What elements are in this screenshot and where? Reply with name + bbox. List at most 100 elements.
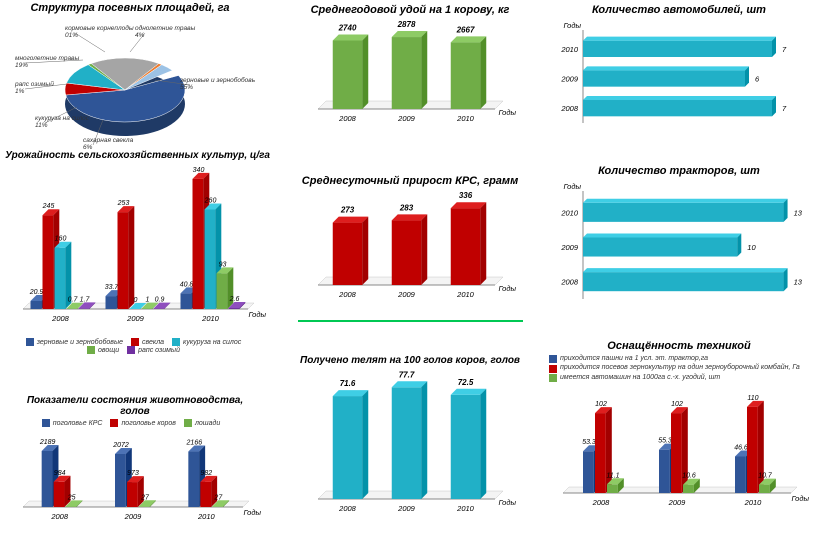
svg-text:Годы: Годы (564, 21, 582, 30)
svg-text:2010: 2010 (560, 208, 579, 217)
svg-text:25: 25 (67, 494, 76, 501)
svg-text:13: 13 (794, 208, 803, 217)
svg-text:7: 7 (782, 104, 787, 113)
svg-text:10: 10 (747, 243, 756, 252)
yield-chart: Урожайность сельскохозяйственных культур… (5, 150, 270, 390)
svg-text:2010: 2010 (456, 504, 475, 513)
svg-text:336: 336 (459, 191, 473, 200)
svg-text:2009: 2009 (560, 75, 579, 84)
svg-text:2008: 2008 (338, 290, 357, 299)
svg-text:27: 27 (140, 494, 150, 501)
svg-text:46.6: 46.6 (734, 445, 748, 452)
svg-text:160: 160 (55, 236, 67, 243)
svg-text:6: 6 (755, 75, 760, 84)
svg-text:11.1: 11.1 (606, 472, 619, 479)
svg-text:2667: 2667 (456, 25, 475, 34)
svg-text:2009: 2009 (397, 504, 416, 513)
svg-text:Годы: Годы (249, 310, 267, 319)
svg-text:1: 1 (146, 297, 150, 304)
livestock-legend: поголовье КРСпоголовье коровлошади (5, 417, 265, 429)
svg-text:2189: 2189 (39, 439, 56, 446)
svg-text:53.3: 53.3 (582, 439, 596, 446)
svg-text:Годы: Годы (499, 284, 517, 293)
svg-text:Годы: Годы (244, 508, 262, 517)
svg-text:245: 245 (42, 203, 55, 210)
svg-text:2008: 2008 (50, 512, 69, 521)
autos-title: Количество автомобилей, шт (545, 4, 813, 16)
svg-text:2010: 2010 (456, 290, 475, 299)
svg-text:260: 260 (204, 197, 217, 204)
svg-text:2.6: 2.6 (229, 296, 240, 303)
milk-svg: 2740 2008 2878 2009 2667 2010 Годы (300, 16, 520, 131)
calves-title: Получено телят на 100 голов коров, голов (300, 355, 520, 366)
svg-text:2010: 2010 (560, 45, 579, 54)
svg-text:рапс озимый1%: рапс озимый1% (14, 80, 54, 95)
milk-title: Среднегодовой удой на 1 корову, кг (300, 4, 520, 16)
svg-text:2009: 2009 (560, 243, 579, 252)
green-separator (298, 320, 523, 322)
livestock-title: Показатели состояния животноводства, гол… (5, 395, 265, 417)
svg-text:2008: 2008 (338, 114, 357, 123)
svg-text:33.7: 33.7 (105, 284, 120, 291)
svg-text:сахарная свекла6%: сахарная свекла6% (83, 137, 134, 151)
svg-text:2010: 2010 (197, 512, 216, 521)
svg-text:273: 273 (340, 206, 355, 215)
svg-text:55.3: 55.3 (658, 438, 672, 445)
equip-title: Оснащённость техникой (545, 340, 813, 352)
svg-text:2166: 2166 (186, 440, 203, 447)
svg-text:13: 13 (794, 278, 803, 287)
svg-text:10.7: 10.7 (758, 473, 773, 480)
krs-title: Среднесуточный прирост КРС, грамм (300, 175, 520, 187)
milk-chart: Среднегодовой удой на 1 корову, кг 27402… (300, 4, 520, 134)
svg-text:Годы: Годы (499, 498, 517, 507)
svg-text:1.7: 1.7 (80, 296, 91, 303)
yield-title: Урожайность сельскохозяйственных культур… (5, 150, 270, 161)
autos-chart: Количество автомобилей, шт Годы 7 2010 6 200… (545, 4, 813, 134)
svg-text:102: 102 (595, 401, 607, 408)
calves-svg: 71.6 2008 77.7 2009 72.5 2010 Годы (300, 366, 520, 521)
svg-text:однолетние травы4%: однолетние травы4% (135, 24, 195, 39)
svg-text:Годы: Годы (564, 182, 582, 191)
svg-text:2009: 2009 (397, 114, 416, 123)
svg-text:0.9: 0.9 (155, 297, 165, 304)
svg-text:110: 110 (747, 395, 758, 402)
svg-text:2010: 2010 (201, 314, 220, 323)
svg-text:7: 7 (782, 45, 787, 54)
svg-text:2008: 2008 (338, 504, 357, 513)
livestock-svg: 218998425200820729732720092166982272010Г… (5, 429, 265, 529)
pie-svg: зерновые и зернобобовые55% сахарная свекл… (5, 12, 255, 152)
yield-legend: зерновые и зернобобовыесвеклакукуруза на… (5, 336, 270, 356)
svg-text:Годы: Годы (499, 108, 517, 117)
svg-text:2010: 2010 (456, 114, 475, 123)
svg-text:40.8: 40.8 (180, 281, 194, 288)
svg-text:2008: 2008 (51, 314, 70, 323)
svg-text:72.5: 72.5 (458, 378, 474, 387)
autos-svg: Годы720106200972008 (545, 16, 813, 131)
livestock-chart: Показатели состояния животноводства, гол… (5, 395, 265, 540)
calves-chart: Получено телят на 100 голов коров, голов… (300, 355, 520, 530)
tractors-svg: Годы 13 2010 10 2009 13 2008 (545, 177, 813, 307)
svg-text:93: 93 (219, 261, 227, 268)
svg-text:2878: 2878 (397, 20, 416, 29)
svg-text:зерновые и зернобобовые55%: зерновые и зернобобовые55% (179, 76, 255, 91)
svg-text:77.7: 77.7 (399, 370, 415, 379)
svg-text:кормовые корнеплоды01%: кормовые корнеплоды01% (65, 24, 134, 39)
krs-svg: 273200828320093362010Годы (300, 187, 520, 307)
pie-chart: Структура посевных площадей, га зерновые… (5, 2, 255, 152)
svg-text:20.9: 20.9 (29, 289, 44, 296)
svg-text:71.6: 71.6 (340, 379, 356, 388)
svg-text:2009: 2009 (126, 314, 145, 323)
svg-text:984: 984 (54, 470, 66, 477)
svg-text:10.6: 10.6 (682, 473, 696, 480)
svg-text:2008: 2008 (560, 278, 579, 287)
tractors-title: Количество тракторов, шт (545, 165, 813, 177)
svg-text:2008: 2008 (592, 498, 611, 507)
svg-text:0.7: 0.7 (68, 297, 79, 304)
svg-text:27: 27 (213, 494, 223, 501)
svg-text:340: 340 (193, 167, 205, 174)
svg-text:2010: 2010 (744, 498, 763, 507)
tractors-chart: Количество тракторов, шт Годы 13 2010 10 200… (545, 165, 813, 315)
svg-text:2009: 2009 (668, 498, 687, 507)
svg-text:2740: 2740 (338, 24, 357, 33)
yield-svg: 20.92451600.71.7200833.7253010.9200940.8… (5, 161, 270, 331)
